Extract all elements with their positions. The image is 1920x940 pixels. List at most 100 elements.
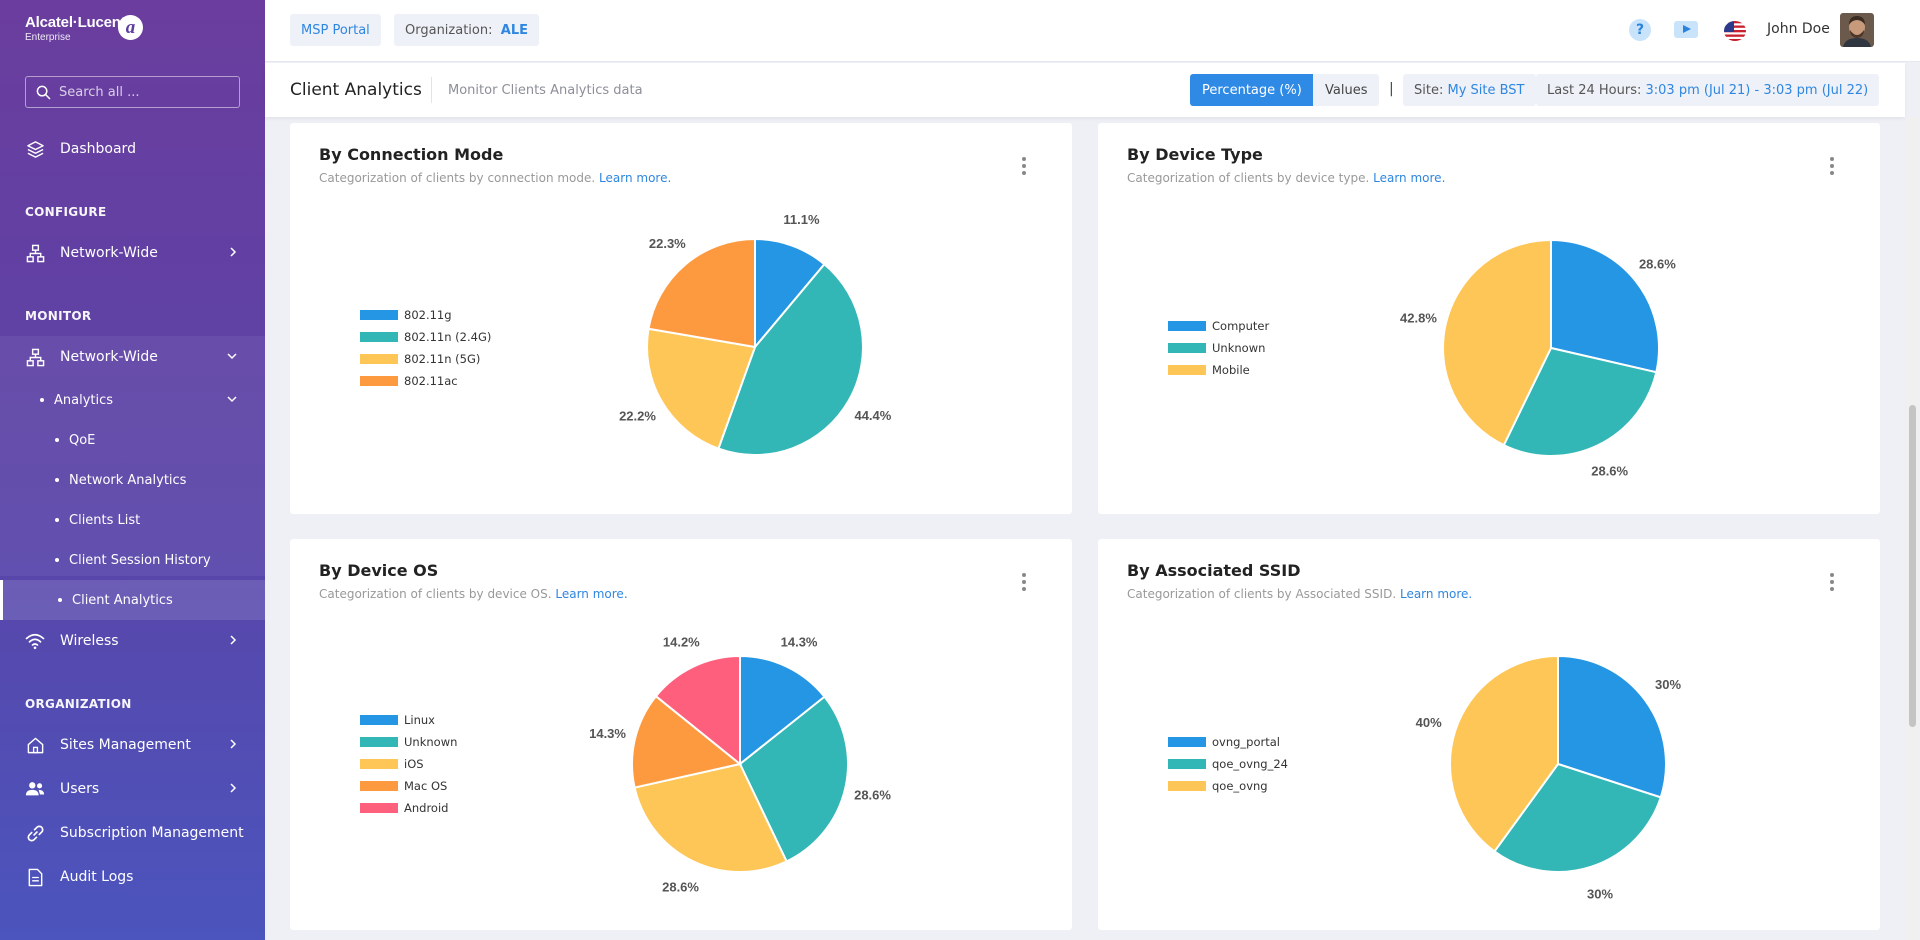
card-description-text: Categorization of clients by device OS. [319,587,552,601]
sidebar-item-monitor-network-wide[interactable]: Network-Wide [0,337,265,377]
legend-item[interactable]: qoe_ovng_24 [1168,753,1288,775]
learn-more-link[interactable]: Learn more. [1373,171,1446,185]
organization-selector[interactable]: Organization: ALE [394,14,539,46]
legend-label: Unknown [1212,341,1266,355]
pie-slice[interactable] [646,327,757,450]
sidebar-item-configure-network-wide[interactable]: Network-Wide [0,233,265,273]
legend-item[interactable]: Android [360,797,457,819]
sidebar-item-client-analytics[interactable]: Client Analytics [0,580,265,620]
legend-item[interactable]: ovng_portal [1168,731,1288,753]
legend-swatch [1168,365,1206,375]
legend-item[interactable]: qoe_ovng [1168,775,1288,797]
sidebar-item-client-session-history[interactable]: Client Session History [0,540,265,580]
more-options-icon[interactable] [1830,157,1834,178]
legend-item[interactable]: 802.11n (5G) [360,348,491,370]
sidebar-item-clients-list[interactable]: Clients List [0,500,265,540]
pie-slice[interactable] [1550,238,1660,374]
legend-item[interactable]: Mobile [1168,359,1269,381]
legend-swatch [1168,737,1206,747]
page-title: Client Analytics [290,80,422,100]
sidebar-item-analytics[interactable]: Analytics [0,380,265,420]
values-toggle-button[interactable]: Values [1313,74,1380,106]
bullet-icon [58,598,62,602]
chevron-right-icon [230,247,237,257]
legend-item[interactable]: Mac OS [360,775,457,797]
slice-percent-label: 42.8% [1400,310,1437,325]
card-title: By Associated SSID [1127,561,1301,580]
brand-logo[interactable]: Alcatel·Lucent Enterprise a [25,14,143,43]
pie-slice[interactable] [1493,762,1662,873]
users-icon [25,779,45,799]
more-options-icon[interactable] [1830,573,1834,594]
legend-item[interactable]: 802.11n (2.4G) [360,326,491,348]
sidebar-item-users[interactable]: Users [0,769,265,809]
user-avatar[interactable] [1840,13,1874,47]
legend-label: ovng_portal [1212,735,1280,749]
legend-item[interactable]: 802.11ac [360,370,491,392]
slice-percent-label: 28.6% [854,788,891,803]
chevron-down-icon [227,353,237,360]
bullet-icon [55,518,59,522]
pie-slice[interactable] [1449,654,1559,853]
learn-more-link[interactable]: Learn more. [555,587,628,601]
section-organization: ORGANIZATION [25,697,132,711]
sidebar-item-network-analytics[interactable]: Network Analytics [0,460,265,500]
sidebar-item-subscription-management[interactable]: Subscription Management [0,813,265,853]
us-flag-icon[interactable] [1724,21,1746,41]
pie-slice[interactable] [1557,654,1667,799]
legend-item[interactable]: Unknown [360,731,457,753]
help-icon[interactable]: ? [1629,19,1651,41]
sidebar-item-dashboard[interactable]: Dashboard [0,129,265,169]
sidebar-item-qoe[interactable]: QoE [0,420,265,460]
search-input[interactable] [59,84,229,100]
legend-item[interactable]: Computer [1168,315,1269,337]
network-icon [25,243,45,263]
pie-slice[interactable] [739,654,826,767]
organization-value: ALE [500,22,528,38]
legend-item[interactable]: Unknown [1168,337,1269,359]
scrollbar-thumb[interactable] [1909,405,1916,727]
layers-icon [25,139,45,159]
sidebar-item-label: Network Analytics [69,472,187,488]
legend-item[interactable]: 802.11g [360,304,491,326]
video-icon[interactable] [1674,21,1698,38]
user-name[interactable]: John Doe [1767,21,1830,37]
learn-more-link[interactable]: Learn more. [599,171,672,185]
percentage-toggle-button[interactable]: Percentage (%) [1190,74,1314,106]
legend-label: qoe_ovng [1212,779,1268,793]
card-device-type: By Device Type Categorization of clients… [1098,123,1880,514]
sidebar-item-audit-logs[interactable]: Audit Logs [0,857,265,897]
pie-slice[interactable] [1442,238,1552,447]
document-icon [25,867,45,887]
pie-slice[interactable] [754,237,826,350]
legend-label: 802.11g [404,308,452,322]
legend-label: Mac OS [404,779,448,793]
card-description: Categorization of clients by connection … [319,171,671,185]
sidebar-item-sites-management[interactable]: Sites Management [0,725,265,765]
more-options-icon[interactable] [1022,573,1026,594]
more-options-icon[interactable] [1022,157,1026,178]
legend-item[interactable]: Linux [360,709,457,731]
sidebar-item-wireless[interactable]: Wireless [0,621,265,661]
slice-percent-label: 28.6% [1639,256,1676,271]
card-description: Categorization of clients by device OS. … [319,587,628,601]
page-header: Client Analytics Monitor Clients Analyti… [265,63,1905,117]
pie-slice[interactable] [647,237,756,349]
learn-more-link[interactable]: Learn more. [1399,587,1473,601]
site-selector[interactable]: Site: My Site BST [1403,74,1536,106]
time-range-selector[interactable]: Last 24 Hours: 3:03 pm (Jul 21) - 3:03 p… [1536,74,1880,106]
pie-slice[interactable] [717,262,864,456]
sidebar-item-label: Users [60,781,100,797]
chevron-right-icon [230,739,237,749]
pie-slice[interactable] [654,654,741,767]
legend-item[interactable]: iOS [360,753,457,775]
pie-slice[interactable] [631,694,743,789]
sidebar-item-label: Client Analytics [72,592,173,608]
slice-percent-label: 14.3% [589,726,626,741]
wifi-icon [25,631,45,651]
slice-percent-label: 44.4% [854,408,891,423]
msp-portal-button[interactable]: MSP Portal [290,14,381,46]
card-description: Categorization of clients by Associated … [1127,587,1472,601]
pie-slice[interactable] [1502,346,1658,457]
pie-slice[interactable] [633,762,788,873]
